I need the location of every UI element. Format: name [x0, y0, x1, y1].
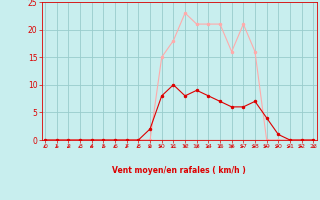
X-axis label: Vent moyen/en rafales ( km/h ): Vent moyen/en rafales ( km/h ) — [112, 166, 246, 175]
